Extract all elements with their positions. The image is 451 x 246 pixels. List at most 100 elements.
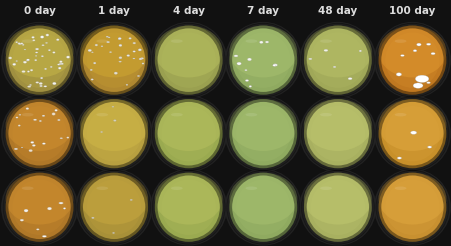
Ellipse shape [118,38,121,39]
Ellipse shape [377,26,446,77]
Ellipse shape [224,22,301,98]
Text: 7 day: 7 day [247,5,279,15]
Ellipse shape [33,119,37,121]
Ellipse shape [13,63,16,65]
Ellipse shape [170,39,182,43]
Ellipse shape [303,99,371,168]
Ellipse shape [303,99,371,151]
Ellipse shape [109,51,111,53]
Ellipse shape [5,173,74,242]
Ellipse shape [87,180,141,235]
Ellipse shape [31,141,34,143]
Ellipse shape [100,131,102,133]
Ellipse shape [161,106,216,161]
Ellipse shape [96,39,108,43]
Ellipse shape [152,171,225,244]
Ellipse shape [308,58,311,60]
Ellipse shape [377,99,446,151]
Ellipse shape [91,52,93,53]
Ellipse shape [45,42,47,44]
Ellipse shape [80,173,148,242]
Ellipse shape [154,99,222,151]
Ellipse shape [133,51,135,52]
Ellipse shape [95,44,97,46]
Ellipse shape [140,58,143,59]
Ellipse shape [235,32,290,88]
Ellipse shape [112,106,114,107]
Ellipse shape [35,55,37,56]
Ellipse shape [5,26,74,77]
Ellipse shape [303,173,371,242]
Ellipse shape [28,86,31,88]
Ellipse shape [126,55,129,57]
Ellipse shape [39,82,42,85]
Ellipse shape [427,146,431,148]
Ellipse shape [150,95,227,172]
Ellipse shape [112,232,115,233]
Ellipse shape [12,106,67,161]
Ellipse shape [27,59,29,60]
Ellipse shape [29,149,32,152]
Text: 48 day: 48 day [318,5,357,15]
Ellipse shape [410,131,416,134]
Ellipse shape [150,22,227,98]
Ellipse shape [59,61,62,63]
Ellipse shape [113,120,116,121]
Ellipse shape [90,69,92,71]
Ellipse shape [412,50,416,52]
Ellipse shape [247,58,251,61]
Ellipse shape [56,39,59,41]
Ellipse shape [301,171,373,244]
Ellipse shape [384,180,439,235]
Ellipse shape [152,24,225,97]
Ellipse shape [80,26,148,95]
Ellipse shape [5,99,74,151]
Ellipse shape [34,59,37,61]
Ellipse shape [12,180,67,235]
Ellipse shape [373,169,450,246]
Ellipse shape [303,26,371,95]
Ellipse shape [154,173,222,242]
Ellipse shape [229,173,297,242]
Ellipse shape [78,97,150,170]
Ellipse shape [46,34,49,36]
Ellipse shape [229,99,297,151]
Text: 1 day: 1 day [98,5,130,15]
Ellipse shape [58,67,61,69]
Ellipse shape [22,113,33,116]
Ellipse shape [3,24,76,97]
Ellipse shape [119,57,122,59]
Ellipse shape [377,26,446,95]
Ellipse shape [42,143,46,144]
Ellipse shape [50,66,52,68]
Ellipse shape [42,115,45,116]
Ellipse shape [244,69,247,71]
Ellipse shape [142,63,144,64]
Ellipse shape [36,229,39,230]
Ellipse shape [80,26,148,77]
Ellipse shape [80,173,148,225]
Ellipse shape [229,173,297,225]
Ellipse shape [57,64,60,65]
Ellipse shape [32,36,34,38]
Ellipse shape [265,41,268,43]
Ellipse shape [347,77,351,80]
Ellipse shape [396,157,400,159]
Ellipse shape [48,49,51,51]
Ellipse shape [359,50,361,52]
Ellipse shape [310,106,364,161]
Ellipse shape [55,109,57,111]
Ellipse shape [154,26,222,95]
Ellipse shape [377,99,446,168]
Ellipse shape [5,173,74,225]
Ellipse shape [78,171,150,244]
Ellipse shape [425,43,430,45]
Ellipse shape [44,68,46,70]
Ellipse shape [426,82,429,84]
Ellipse shape [12,32,67,88]
Ellipse shape [87,106,141,161]
Ellipse shape [18,43,20,44]
Ellipse shape [126,84,128,86]
Ellipse shape [229,99,297,168]
Ellipse shape [249,85,251,87]
